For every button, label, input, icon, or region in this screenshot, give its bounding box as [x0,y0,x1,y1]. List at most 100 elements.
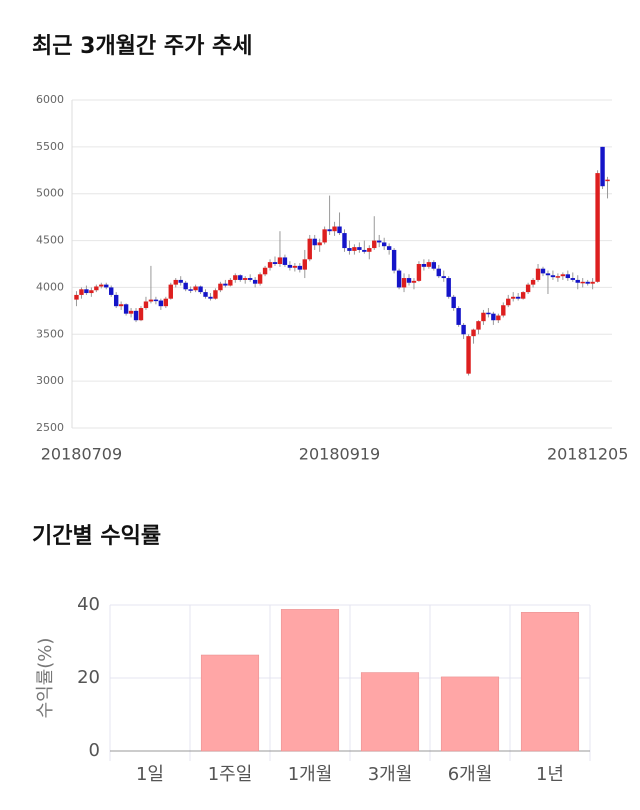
candle-body [89,290,94,294]
candle-body [367,248,372,252]
candle-body [113,294,119,307]
candle-body [401,278,407,288]
candle-body [506,298,511,306]
candle-body [252,279,258,284]
candle-body [530,279,536,285]
candle-body [282,257,288,265]
candle-body [416,264,422,281]
candle-body [118,304,124,307]
candle-body [575,279,580,283]
y-tick-label: 0 [89,740,100,761]
candle-body [396,270,402,288]
candle-body [153,299,159,302]
x-tick-label: 1년 [536,764,564,785]
candle-body [247,278,253,280]
candle-body [158,300,164,307]
candle-body [471,329,476,337]
candle-body [436,268,441,277]
candle-body [74,294,79,300]
candle-body [491,313,496,321]
bar [280,609,340,752]
x-tick-label: 20180919 [299,445,380,464]
bar [200,654,260,752]
candle-body [277,257,283,264]
candle-body [391,249,397,271]
candle-body [501,305,506,316]
candle-body [203,292,208,297]
x-tick-label: 20180709 [41,445,122,464]
candle-body [441,276,446,279]
candle-body [257,274,263,284]
candle-body [515,296,521,299]
candle-body [173,279,178,285]
candle-body [406,278,412,283]
y-tick-label: 4500 [36,234,64,247]
candle-body [198,286,203,293]
candle-body [486,312,491,315]
candle-body [357,247,362,250]
candle-body [585,281,590,284]
candle-body [168,284,173,299]
y-tick-label: 4000 [36,280,64,293]
y-tick-label: 2500 [36,421,64,434]
candle-body [94,286,99,291]
x-tick-label: 1개월 [288,764,333,785]
candle-body [372,240,377,249]
candle-body [163,298,169,307]
candle-body [104,284,109,288]
candle-body [262,267,268,275]
candle-body [381,242,387,247]
y-tick-label: 5500 [36,140,64,153]
candle-body [183,282,188,290]
candle-body [431,262,437,269]
candle-body [327,229,332,232]
candle-body [411,280,417,283]
candle-body [466,336,471,374]
candle-body [272,262,278,264]
chart-title: 기간별 수익률 [32,524,161,549]
x-tick-label: 1주일 [208,764,253,785]
candle-body [143,301,149,309]
candle-body [580,281,585,284]
candle-body [148,299,154,302]
candle-body [476,321,481,330]
candle-body [307,238,312,260]
chart-title: 최근 3개월간 주가 추세 [32,34,252,59]
candle-body [352,247,357,251]
candle-body [109,287,114,295]
candle-body [595,173,600,282]
candle-body [322,229,327,243]
candle-body [297,265,303,270]
candle-body [535,268,541,280]
x-tick-label: 20181205 [547,445,628,464]
candle-body [193,286,198,291]
y-axis-label: 수익률(%) [35,638,56,719]
candle-body [243,278,248,280]
candle-body [99,284,104,287]
candle-body [347,248,352,251]
candle-body [287,264,293,268]
candle-body [565,274,571,279]
candle-body [570,278,575,280]
bar [360,672,420,752]
candle-body [218,283,223,291]
candle-body [337,226,342,234]
candle-body [208,296,213,299]
candle-body [128,310,134,314]
candle-body [600,146,605,187]
y-tick-label: 3500 [36,327,64,340]
candle-body [525,284,531,293]
candle-body [550,275,556,278]
candle-body [302,259,307,270]
y-tick-label: 40 [77,594,100,615]
candle-body [332,226,337,232]
candle-body [79,289,84,295]
candle-body [545,273,551,276]
candle-body [446,278,451,297]
y-tick-label: 3000 [36,374,64,387]
candle-body [188,289,193,291]
candle-body [267,262,273,268]
x-tick-label: 3개월 [368,764,413,785]
candle-body [456,308,461,325]
